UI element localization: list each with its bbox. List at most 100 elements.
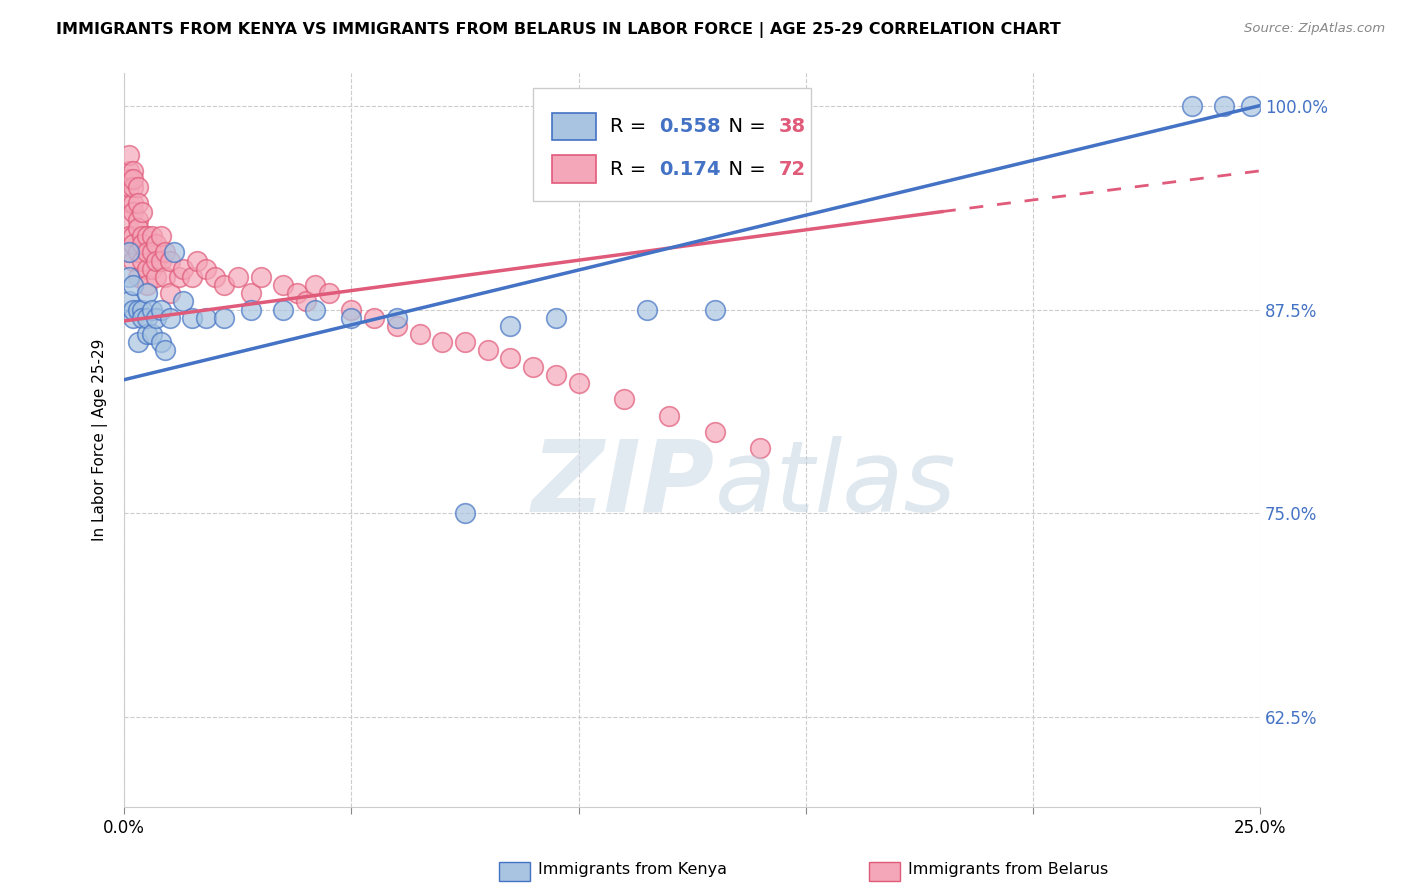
Point <box>118 147 141 161</box>
Point <box>122 180 145 194</box>
Point <box>118 164 141 178</box>
Point <box>544 310 567 325</box>
Point <box>122 253 145 268</box>
Point <box>271 302 294 317</box>
Point <box>141 229 163 244</box>
Point <box>118 269 141 284</box>
Point <box>118 294 141 309</box>
Point <box>159 253 181 268</box>
Point <box>149 229 172 244</box>
Point <box>122 278 145 293</box>
Point <box>340 310 363 325</box>
Point <box>159 310 181 325</box>
Point <box>499 351 522 366</box>
Point <box>136 278 159 293</box>
Y-axis label: In Labor Force | Age 25-29: In Labor Force | Age 25-29 <box>93 339 108 541</box>
Point <box>127 269 149 284</box>
Point <box>1240 98 1263 112</box>
Point <box>145 237 167 252</box>
Point <box>499 318 522 333</box>
Point <box>172 261 194 276</box>
Point <box>136 229 159 244</box>
FancyBboxPatch shape <box>533 87 811 202</box>
Point <box>141 326 163 341</box>
Point <box>212 310 235 325</box>
Point <box>240 286 263 301</box>
Point <box>186 253 208 268</box>
Point <box>749 441 772 455</box>
Point <box>118 245 141 260</box>
Point <box>567 376 589 390</box>
Point <box>163 245 186 260</box>
Point <box>131 204 153 219</box>
Point <box>141 261 163 276</box>
Point <box>149 335 172 350</box>
Point <box>145 253 167 268</box>
Point <box>136 310 159 325</box>
Point <box>454 335 477 350</box>
Text: Immigrants from Belarus: Immigrants from Belarus <box>908 863 1108 877</box>
Point <box>118 172 141 186</box>
Point <box>141 245 163 260</box>
Point <box>477 343 499 358</box>
Point <box>149 253 172 268</box>
Point <box>153 343 176 358</box>
Point <box>122 302 145 317</box>
Point <box>703 302 725 317</box>
FancyBboxPatch shape <box>553 155 596 183</box>
Point <box>318 286 340 301</box>
Point <box>240 302 263 317</box>
Point <box>127 221 149 235</box>
Point <box>212 278 235 293</box>
Point <box>122 172 145 186</box>
Point <box>131 237 153 252</box>
Point <box>122 229 145 244</box>
Point <box>131 302 153 317</box>
Point <box>153 269 176 284</box>
Point <box>408 326 430 341</box>
Point <box>181 269 204 284</box>
Point <box>285 286 308 301</box>
Point <box>122 237 145 252</box>
Text: IMMIGRANTS FROM KENYA VS IMMIGRANTS FROM BELARUS IN LABOR FORCE | AGE 25-29 CORR: IMMIGRANTS FROM KENYA VS IMMIGRANTS FROM… <box>56 22 1062 38</box>
Point <box>167 269 190 284</box>
Point <box>153 245 176 260</box>
Point <box>1181 98 1204 112</box>
Point <box>149 302 172 317</box>
FancyBboxPatch shape <box>553 112 596 140</box>
Point <box>195 261 218 276</box>
Point <box>127 245 149 260</box>
Point <box>122 310 145 325</box>
Point <box>122 196 145 211</box>
Point <box>249 269 271 284</box>
Point <box>118 212 141 227</box>
Point <box>304 302 326 317</box>
Text: Immigrants from Kenya: Immigrants from Kenya <box>538 863 727 877</box>
Point <box>271 278 294 293</box>
Point <box>363 310 385 325</box>
Point <box>195 310 218 325</box>
Point <box>703 425 725 439</box>
Point <box>204 269 226 284</box>
Point <box>122 164 145 178</box>
Point <box>127 212 149 227</box>
Point <box>127 180 149 194</box>
Point <box>141 302 163 317</box>
Point <box>340 302 363 317</box>
Text: ZIP: ZIP <box>531 435 714 533</box>
Point <box>118 229 141 244</box>
Point <box>181 310 204 325</box>
Point <box>136 261 159 276</box>
Point <box>454 507 477 521</box>
Point <box>118 196 141 211</box>
Point <box>1212 98 1234 112</box>
Text: Source: ZipAtlas.com: Source: ZipAtlas.com <box>1244 22 1385 36</box>
Point <box>136 245 159 260</box>
Text: N =: N = <box>716 160 772 178</box>
Point <box>613 392 636 407</box>
Point <box>544 368 567 382</box>
Point <box>159 286 181 301</box>
Point <box>522 359 544 374</box>
Point <box>432 335 454 350</box>
Text: R =: R = <box>610 117 652 136</box>
